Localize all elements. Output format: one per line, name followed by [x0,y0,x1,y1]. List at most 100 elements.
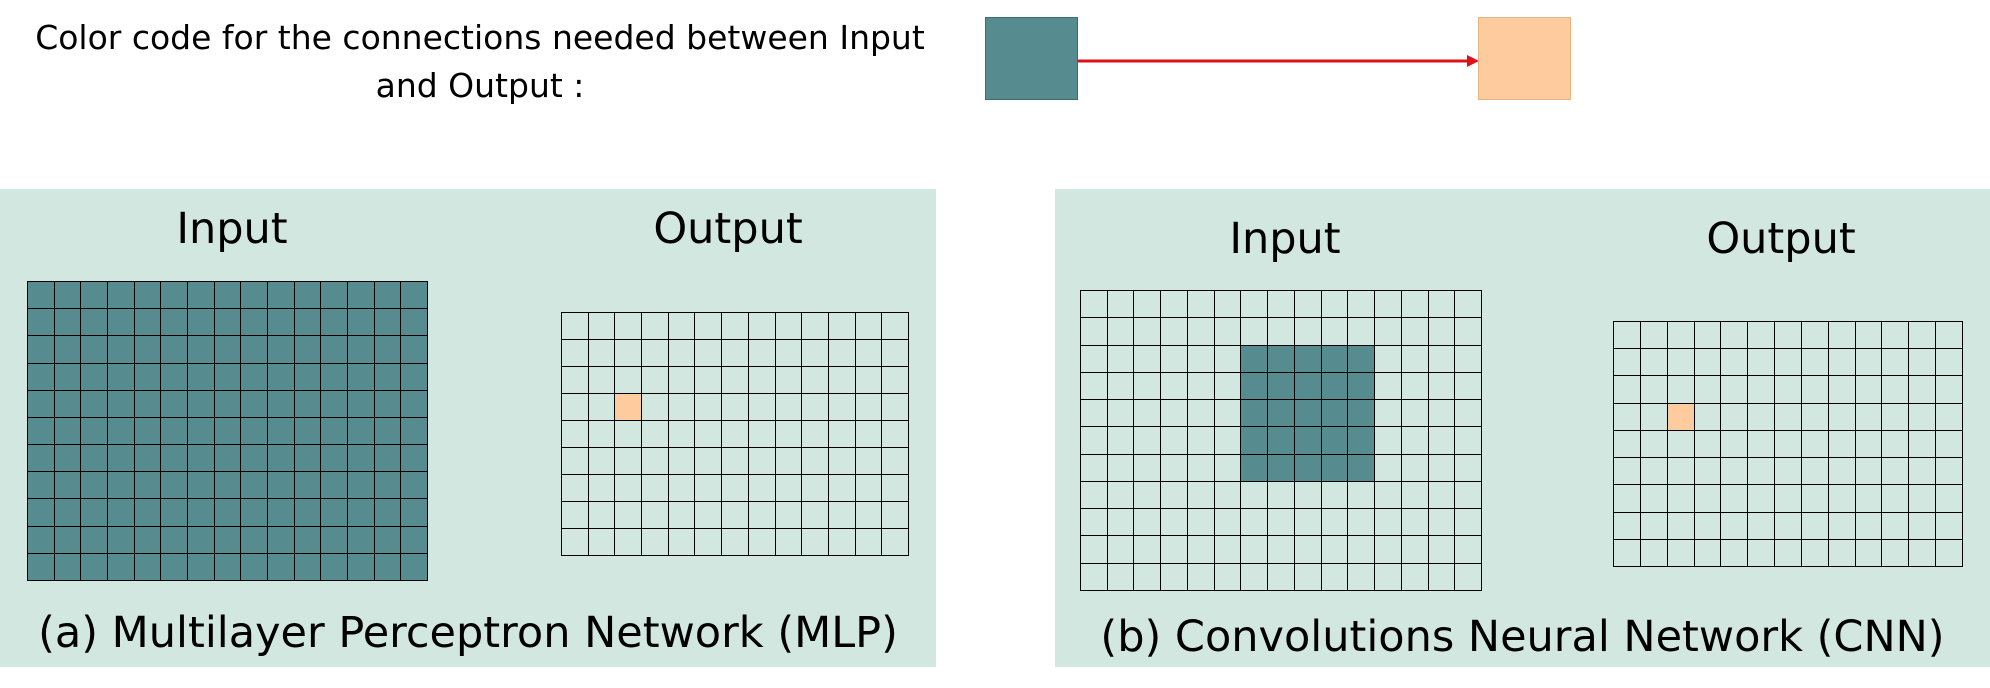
cnn-input-cell [1186,480,1214,509]
mlp-input-highlighted-cell [186,389,214,417]
cnn-input-cell [1213,317,1241,345]
cnn-input-cell [1080,344,1107,372]
cnn-input-highlighted-cell [1320,453,1348,481]
cnn-input-cell [1160,453,1187,481]
mlp-output-cell [774,420,802,447]
cnn-input-cell [1400,344,1428,372]
cnn-output-cell [1935,511,1962,539]
mlp-input-highlighted-cell [266,335,294,363]
cnn-output-cell [1613,538,1640,566]
cnn-input-cell [1427,399,1455,427]
cnn-output-cell [1774,375,1801,403]
cnn-input-cell [1186,317,1214,345]
mlp-input-highlighted-cell [27,525,54,553]
cnn-input-cell [1106,290,1134,318]
mlp-output-cell [881,501,908,528]
mlp-input-highlighted-cell [160,416,187,445]
cnn-output-cell [1827,538,1855,566]
mlp-input-highlighted-cell [186,471,214,499]
mlp-output-cell [694,528,722,555]
cnn-input-cell [1080,453,1107,481]
cnn-output-cell [1693,429,1721,458]
mlp-input-highlighted-cell [346,389,374,417]
cnn-output-cell [1774,484,1801,512]
mlp-input-highlighted-cell [53,552,81,580]
cnn-input-cell [1454,317,1481,345]
mlp-input-highlighted-cell [320,362,347,390]
cnn-output-cell [1800,511,1828,539]
cnn-input-highlighted-cell [1267,453,1294,481]
cnn-output-cell [1908,538,1936,566]
mlp-input-highlighted-cell [346,498,374,526]
mlp-input-highlighted-cell [186,335,214,363]
cnn-input-cell [1160,508,1187,536]
cnn-input-cell [1320,317,1348,345]
cnn-input-cell [1374,480,1401,509]
mlp-output-cell [667,393,695,420]
cnn-output-cell [1881,348,1909,376]
mlp-input-highlighted-cell [27,362,54,390]
cnn-input-cell [1427,508,1455,536]
cnn-input-cell [1080,317,1107,345]
cnn-input-cell [1374,344,1401,372]
mlp-input-highlighted-cell [400,444,427,472]
cnn-input-cell [1427,371,1455,400]
legend-text: Color code for the connections needed be… [35,18,925,105]
mlp-input-highlighted-cell [80,552,107,580]
cnn-input-cell [1454,371,1481,400]
mlp-output-highlighted-cell [614,393,642,420]
mlp-output-cell [587,474,615,501]
mlp-output-cell [801,312,828,339]
cnn-input-cell [1133,317,1161,345]
mlp-output-cell [694,339,722,366]
cnn-input-highlighted-cell [1293,399,1321,427]
cnn-input-highlighted-cell [1293,371,1321,400]
cnn-output-cell [1613,484,1640,512]
mlp-output-cell [747,366,775,393]
mlp-input-highlighted-cell [400,416,427,445]
cnn-input-label: Input [1229,214,1341,264]
mlp-input-highlighted-cell [53,498,81,526]
cnn-output-cell [1800,348,1828,376]
mlp-input-highlighted-cell [80,525,107,553]
mlp-input-highlighted-cell [240,362,267,390]
cnn-input-cell [1400,508,1428,536]
mlp-input-label: Input [176,204,288,254]
mlp-input-highlighted-cell [266,281,294,309]
cnn-output-cell [1666,484,1694,512]
cnn-input-cell [1427,317,1455,345]
mlp-output-cell [587,420,615,447]
cnn-input-cell [1267,508,1294,536]
mlp-input-highlighted-cell [106,281,134,309]
mlp-input-highlighted-cell [186,308,214,336]
mlp-output-cell [881,366,908,393]
mlp-output-cell [854,312,882,339]
cnn-output-cell [1747,375,1775,403]
mlp-input-highlighted-cell [346,362,374,390]
cnn-input-cell [1454,453,1481,481]
mlp-output-cell [667,501,695,528]
mlp-input-highlighted-cell [346,471,374,499]
mlp-output-cell [614,501,642,528]
mlp-output-label: Output [653,204,803,254]
mlp-input-highlighted-cell [400,525,427,553]
mlp-input-highlighted-cell [373,471,401,499]
mlp-input-highlighted-cell [53,362,81,390]
cnn-input-highlighted-cell [1240,344,1268,372]
cnn-input-cell [1267,562,1294,590]
cnn-output-cell [1800,484,1828,512]
cnn-input-highlighted-cell [1240,426,1268,454]
mlp-output-cell [561,393,588,420]
cnn-output-cell [1935,375,1962,403]
mlp-input-highlighted-cell [80,281,107,309]
mlp-output-cell [614,474,642,501]
mlp-input-highlighted-cell [320,444,347,472]
cnn-input-highlighted-cell [1267,371,1294,400]
cnn-input-cell [1320,562,1348,590]
mlp-output-cell [801,339,828,366]
mlp-input-highlighted-cell [160,281,187,309]
mlp-input-highlighted-cell [27,552,54,580]
mlp-input-highlighted-cell [53,335,81,363]
mlp-output-cell [721,393,748,420]
cnn-output-cell [1827,457,1855,485]
